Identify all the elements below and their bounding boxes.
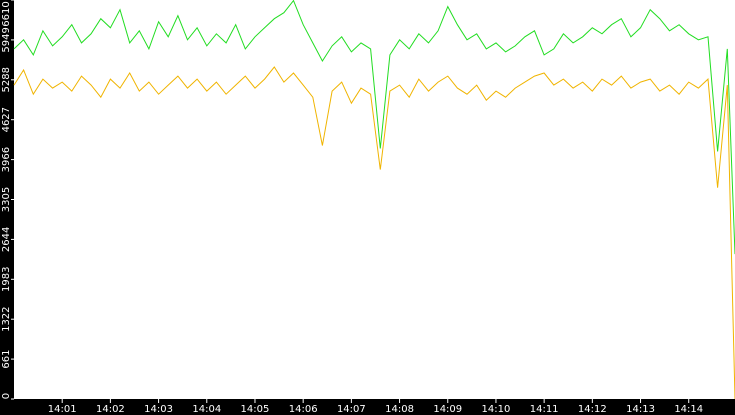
- y-tick-label: 1983: [1, 267, 12, 292]
- x-tick-label: 14:11: [530, 404, 559, 415]
- x-tick-label: 14:12: [578, 404, 607, 415]
- y-tick-label: 6610: [1, 1, 12, 26]
- y-tick-label: 3305: [1, 187, 12, 212]
- y-tick-label: 3966: [1, 147, 12, 172]
- x-tick-label: 14:03: [144, 404, 173, 415]
- y-tick-label: 4627: [1, 107, 12, 132]
- y-tick-label: 661: [1, 350, 12, 369]
- x-tick-label: 14:02: [96, 404, 125, 415]
- x-tick-label: 14:06: [289, 404, 318, 415]
- y-tick-label: 5949: [1, 27, 12, 52]
- plot-area: [14, 0, 735, 399]
- y-tick-label: 1322: [1, 306, 12, 331]
- y-tick-label: 2644: [1, 227, 12, 252]
- x-tick-label: 14:08: [385, 404, 414, 415]
- x-tick-label: 14:04: [192, 404, 221, 415]
- x-tick-label: 14:05: [241, 404, 270, 415]
- series-line: [13, 0, 735, 255]
- x-tick-label: 14:09: [433, 404, 462, 415]
- x-tick-label: 14:13: [626, 404, 655, 415]
- x-tick-label: 14:10: [482, 404, 511, 415]
- series-line: [13, 66, 735, 400]
- y-tick-label: 5288: [1, 67, 12, 92]
- x-tick-label: 14:01: [48, 404, 77, 415]
- y-tick-label: 0: [1, 393, 12, 399]
- x-tick-label: 14:07: [337, 404, 366, 415]
- x-tick-label: 14:14: [674, 404, 703, 415]
